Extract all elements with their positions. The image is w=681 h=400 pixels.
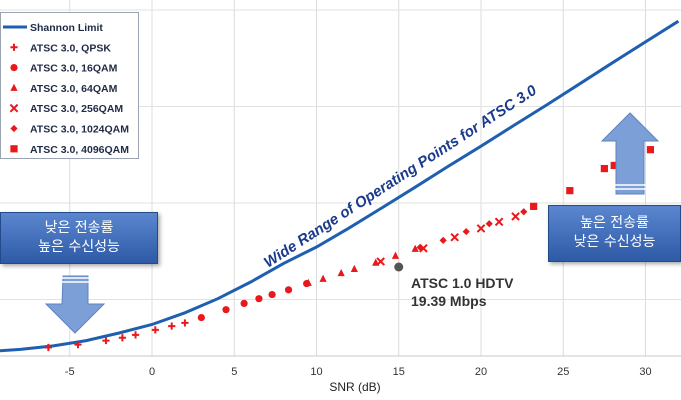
data-point (74, 341, 82, 349)
shannon-limit-line (0, 19, 680, 353)
legend-swatch-marker (10, 83, 18, 91)
data-point (416, 243, 424, 251)
callout-right-line1: 높은 전송률 (580, 215, 649, 231)
data-point (240, 299, 248, 307)
legend-entry: ATSC 3.0, 4096QAM (30, 144, 129, 156)
data-point (494, 217, 504, 227)
arrow-up-icon (600, 112, 660, 195)
data-point (610, 161, 618, 170)
callout-left-line1: 낮은 전송률 (44, 220, 114, 236)
legend-swatch-marker (10, 124, 18, 133)
data-point (197, 313, 205, 322)
curve-annotation: Wide Range of Operating Points for ATSC … (261, 82, 540, 272)
legend-swatch-marker (10, 145, 18, 153)
data-points-layer (44, 146, 655, 352)
callout-right: 높은 전송률 낮은 수신성능 (548, 205, 681, 262)
data-point (476, 224, 486, 233)
data-point (600, 164, 608, 173)
legend-entry: ATSC 3.0, QPSK (30, 42, 111, 54)
x-axis-ticks: -5 0 5 10 15 20 25 30 (65, 366, 652, 378)
shannon-curve-layer (0, 19, 680, 353)
x-axis-title: SNR (dB) (329, 380, 380, 394)
data-point (131, 331, 140, 339)
x-tick-label: -5 (65, 366, 75, 378)
data-point (337, 268, 345, 277)
legend: Shannon Limit ATSC 3.0, QPSK ATSC 3.0, 16Q… (0, 12, 139, 159)
x-tick-label: 20 (475, 366, 487, 378)
legend-swatch-marker (10, 43, 18, 51)
legend-entry: ATSC 3.0, 64QAM (30, 83, 118, 95)
legend-swatch-marker (10, 64, 18, 72)
data-point (118, 334, 126, 342)
data-point (102, 336, 110, 345)
data-point (168, 322, 176, 330)
data-point (284, 286, 293, 294)
data-point (151, 326, 159, 334)
legend-entry: ATSC 3.0, 256QAM (30, 103, 123, 115)
data-point (411, 244, 419, 252)
reference-point-layer: ATSC 1.0 HDTV 19.39 Mbps (394, 262, 514, 309)
legend-entry: ATSC 3.0, 16QAM (30, 63, 118, 75)
data-point (181, 319, 189, 327)
data-point (376, 257, 385, 266)
legend-entry: Shannon Limit (30, 22, 103, 34)
x-tick-label: 30 (639, 366, 651, 378)
arrow-down-icon (44, 275, 106, 334)
legend-swatch-marker (9, 103, 19, 113)
legend-entry: ATSC 3.0, 1024QAM (30, 124, 129, 136)
reference-point-value: 19.39 Mbps (411, 293, 487, 309)
callout-right-line2: 낮은 수신성능 (573, 234, 656, 250)
data-point (520, 208, 528, 216)
data-point (391, 251, 400, 259)
callout-left: 낮은 전송률 높은 수신성능 (0, 212, 158, 264)
data-point (304, 278, 312, 286)
data-point (319, 274, 327, 282)
data-point (462, 227, 470, 236)
data-point (511, 212, 520, 221)
x-tick-label: 0 (149, 366, 155, 378)
reference-point-label: ATSC 1.0 HDTV (411, 275, 514, 291)
x-tick-label: 25 (557, 366, 569, 378)
data-point (268, 290, 276, 299)
x-tick-label: 10 (310, 366, 322, 378)
callout-left-line2: 높은 수신성능 (38, 239, 120, 255)
data-point (350, 264, 358, 273)
data-point (450, 232, 459, 242)
data-point (566, 187, 574, 195)
x-tick-label: 15 (393, 366, 405, 378)
data-point (485, 220, 493, 228)
grid (0, 0, 681, 357)
data-point (530, 202, 538, 210)
legend-box (0, 12, 139, 159)
data-point (646, 146, 655, 154)
reference-point (394, 262, 404, 272)
data-point (255, 295, 263, 303)
data-point (439, 236, 447, 244)
x-tick-label: 5 (231, 366, 237, 378)
data-point (222, 306, 230, 314)
data-point (44, 343, 52, 352)
